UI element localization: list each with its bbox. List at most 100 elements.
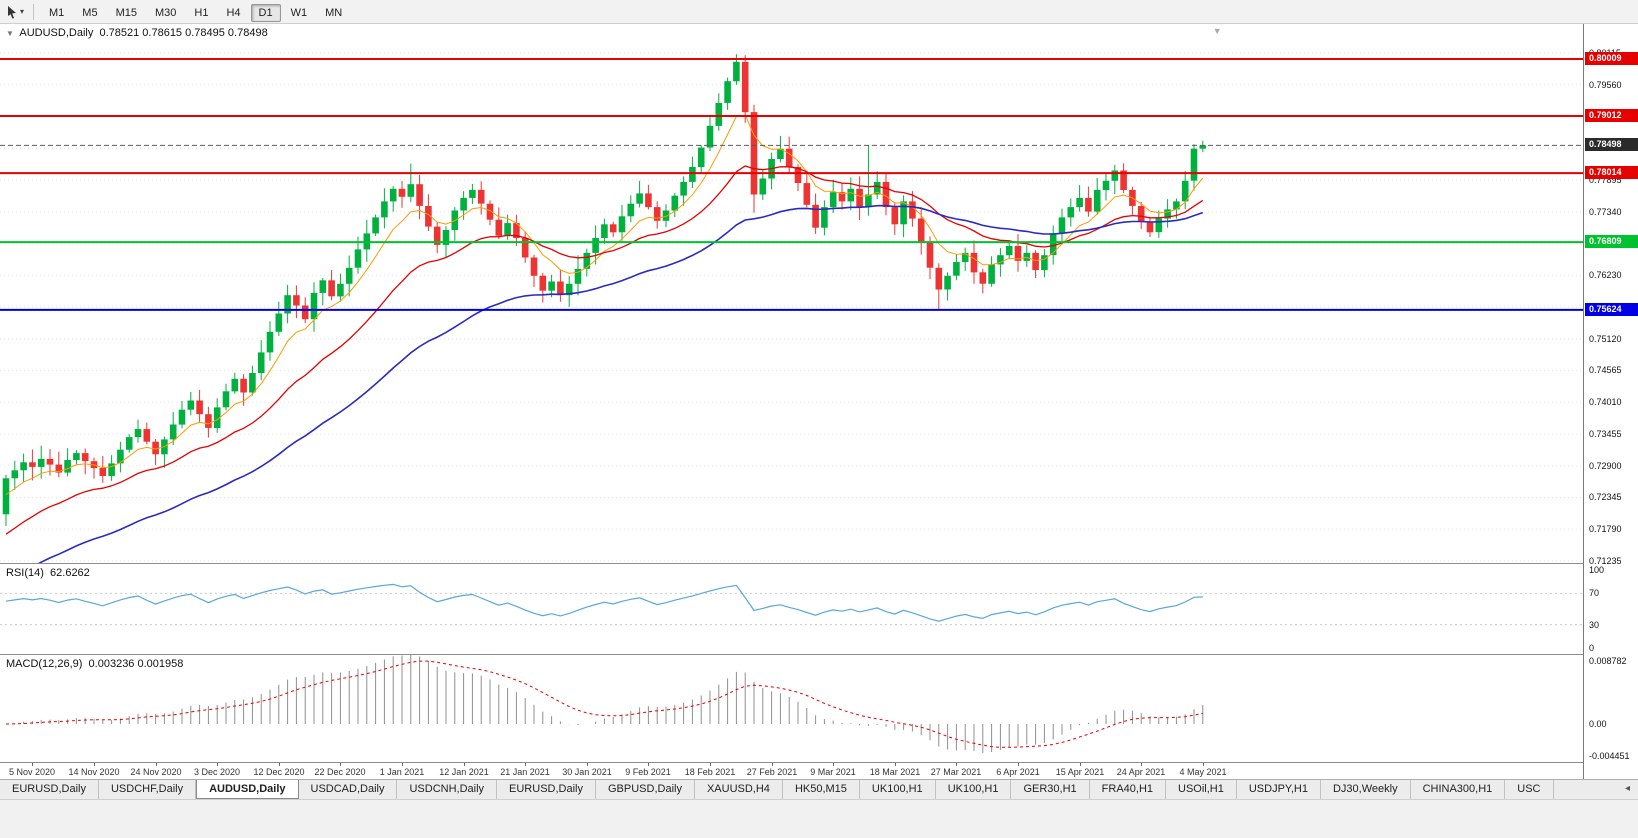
date-tick xyxy=(895,763,896,766)
chart-ohlc-values: 0.78521 0.78615 0.78495 0.78498 xyxy=(99,27,268,39)
collapse-triangle-icon[interactable]: ▼ xyxy=(6,29,14,38)
chart-tab-usdjpy-h1[interactable]: USDJPY,H1 xyxy=(1236,780,1321,799)
timeframe-button-w1[interactable]: W1 xyxy=(290,6,308,19)
chart-tab-ger30-h1[interactable]: GER30,H1 xyxy=(1011,780,1090,799)
rsi-indicator-panel[interactable]: RSI(14) 62.6262 xyxy=(0,564,1583,655)
price-axis-label: 0.74565 xyxy=(1589,365,1622,375)
chart-tab-china300-h1[interactable]: CHINA300,H1 xyxy=(1410,780,1506,799)
macd-svg[interactable] xyxy=(0,655,1583,762)
macd-values: 0.003236 0.001958 xyxy=(88,658,184,670)
date-axis-label: 15 Apr 2021 xyxy=(1055,767,1105,777)
date-tick xyxy=(1141,763,1142,766)
price-axis-label: 0.74010 xyxy=(1589,397,1622,407)
chart-tab-usdcnh-daily[interactable]: USDCNH,Daily xyxy=(397,780,498,799)
rsi-chart-canvas[interactable] xyxy=(0,564,1583,654)
chart-tab-usc[interactable]: USC xyxy=(1505,780,1554,799)
date-axis-label: 18 Mar 2021 xyxy=(869,767,921,777)
price-axis-label: 0.77895 xyxy=(1589,175,1622,185)
timeframe-button-mn[interactable]: MN xyxy=(325,6,343,19)
macd-axis-label: 0.00 xyxy=(1589,719,1607,729)
price-axis-label: 0.75120 xyxy=(1589,334,1622,344)
timeframe-toolbar: M1 M5 M15 M30 H1 H4 D1 W1 MN xyxy=(40,3,351,22)
date-tick xyxy=(772,763,773,766)
rsi-svg[interactable] xyxy=(0,564,1583,654)
chart-tab-usoil-h1[interactable]: USOil,H1 xyxy=(1166,780,1237,799)
cursor-tool-icon[interactable] xyxy=(5,5,19,19)
timeframe-button-d1[interactable]: D1 xyxy=(250,3,281,22)
rsi-line xyxy=(5,583,1203,622)
date-tick xyxy=(340,763,341,766)
timeframe-button-h4[interactable]: H4 xyxy=(226,6,241,19)
chart-tab-eurusd-daily[interactable]: EURUSD,Daily xyxy=(0,780,99,799)
rsi-name: RSI(14) xyxy=(6,567,44,579)
price-axis-label: 0.76230 xyxy=(1589,270,1622,280)
main-chart-svg[interactable] xyxy=(0,24,1583,563)
timeframe-button-m30[interactable]: M30 xyxy=(154,6,177,19)
date-tick xyxy=(648,763,649,766)
date-tick xyxy=(1080,763,1081,766)
date-tick xyxy=(956,763,957,766)
chart-tab-xauusd-h4[interactable]: XAUUSD,H4 xyxy=(694,780,783,799)
price-axis-label: 0.71235 xyxy=(1589,556,1622,566)
date-axis-label: 24 Apr 2021 xyxy=(1116,767,1166,777)
price-axis[interactable]: 0.801150.795600.790050.784500.778950.773… xyxy=(1583,24,1638,779)
hline-price-tag: 0.78014 xyxy=(1585,166,1638,179)
chart-tab-uk100-h1[interactable]: UK100,H1 xyxy=(935,780,1012,799)
date-axis-label: 3 Dec 2020 xyxy=(193,767,241,777)
chart-tab-uk100-h1[interactable]: UK100,H1 xyxy=(859,780,936,799)
ma-line-20 xyxy=(5,165,1204,535)
price-chart-panel[interactable]: ▼ AUDUSD,Daily 0.78521 0.78615 0.78495 0… xyxy=(0,24,1583,564)
main-chart-canvas[interactable] xyxy=(0,24,1583,563)
price-axis-label: 0.79560 xyxy=(1589,80,1622,90)
chart-tab-gbpusd-daily[interactable]: GBPUSD,Daily xyxy=(596,780,695,799)
candles xyxy=(2,54,1207,526)
chart-region: ▼ AUDUSD,Daily 0.78521 0.78615 0.78495 0… xyxy=(0,24,1638,780)
dropdown-caret-icon[interactable]: ▾ xyxy=(20,7,25,16)
date-tick xyxy=(833,763,834,766)
chart-tab-hk50-m15[interactable]: HK50,M15 xyxy=(782,780,860,799)
date-tick xyxy=(1203,763,1204,766)
date-axis-label: 24 Nov 2020 xyxy=(130,767,182,777)
timeframe-button-m1[interactable]: M1 xyxy=(49,6,65,19)
timeframe-button-m15[interactable]: M15 xyxy=(115,6,137,19)
date-tick xyxy=(587,763,588,766)
top-toolbar: ▾ M1 M5 M15 M30 H1 H4 D1 W1 MN xyxy=(0,0,1638,24)
tab-scroll-left-icon[interactable]: ◂ xyxy=(1624,783,1630,794)
macd-chart-canvas[interactable] xyxy=(0,655,1583,762)
hline-price-tag: 0.75624 xyxy=(1585,303,1638,316)
date-tick xyxy=(1018,763,1019,766)
date-axis[interactable]: 5 Nov 2020 14 Nov 2020 24 Nov 2020 3 Dec 20… xyxy=(0,762,1583,780)
chart-tab-fra40-h1[interactable]: FRA40,H1 xyxy=(1089,780,1167,799)
rsi-value: 62.6262 xyxy=(50,567,90,579)
date-axis-label: 9 Feb 2021 xyxy=(625,767,671,777)
timeframe-button-m5[interactable]: M5 xyxy=(82,6,98,19)
date-axis-label: 27 Feb 2021 xyxy=(746,767,798,777)
last-price-tag: 0.78498 xyxy=(1585,138,1638,151)
chart-tab-usdcad-daily[interactable]: USDCAD,Daily xyxy=(298,780,398,799)
toolbar-separator xyxy=(33,3,35,20)
price-axis-label: 0.72900 xyxy=(1589,461,1622,471)
chart-tab-eurusd-daily[interactable]: EURUSD,Daily xyxy=(497,780,596,799)
chart-tab-audusd-daily[interactable]: AUDUSD,Daily xyxy=(196,780,299,799)
date-axis-label: 22 Dec 2020 xyxy=(314,767,366,777)
date-tick xyxy=(279,763,280,766)
chart-tab-usdchf-daily[interactable]: USDCHF,Daily xyxy=(98,780,197,799)
chart-symbol-label: AUDUSD,Daily xyxy=(19,27,94,39)
macd-signal-line xyxy=(5,660,1203,748)
price-axis-label: 0.77340 xyxy=(1589,207,1622,217)
chart-tabstrip: EURUSD,Daily USDCHF,Daily AUDUSD,Daily USDC… xyxy=(0,779,1638,799)
date-axis-label: 14 Nov 2020 xyxy=(68,767,120,777)
chart-shift-marker[interactable]: ▼ xyxy=(1212,26,1222,36)
macd-axis-label: 0.008782 xyxy=(1589,656,1627,666)
ma-line-45 xyxy=(38,204,1204,563)
macd-name: MACD(12,26,9) xyxy=(6,658,83,670)
date-axis-label: 1 Jan 2021 xyxy=(379,767,425,777)
status-bar xyxy=(0,799,1638,838)
rsi-axis-label: 70 xyxy=(1589,588,1600,598)
date-tick xyxy=(710,763,711,766)
chart-tab-dj30-weekly[interactable]: DJ30,Weekly xyxy=(1320,780,1411,799)
date-axis-label: 21 Jan 2021 xyxy=(500,767,550,777)
date-axis-label: 12 Jan 2021 xyxy=(439,767,489,777)
timeframe-button-h1[interactable]: H1 xyxy=(194,6,209,19)
macd-indicator-panel[interactable]: MACD(12,26,9) 0.003236 0.001958 xyxy=(0,655,1583,762)
